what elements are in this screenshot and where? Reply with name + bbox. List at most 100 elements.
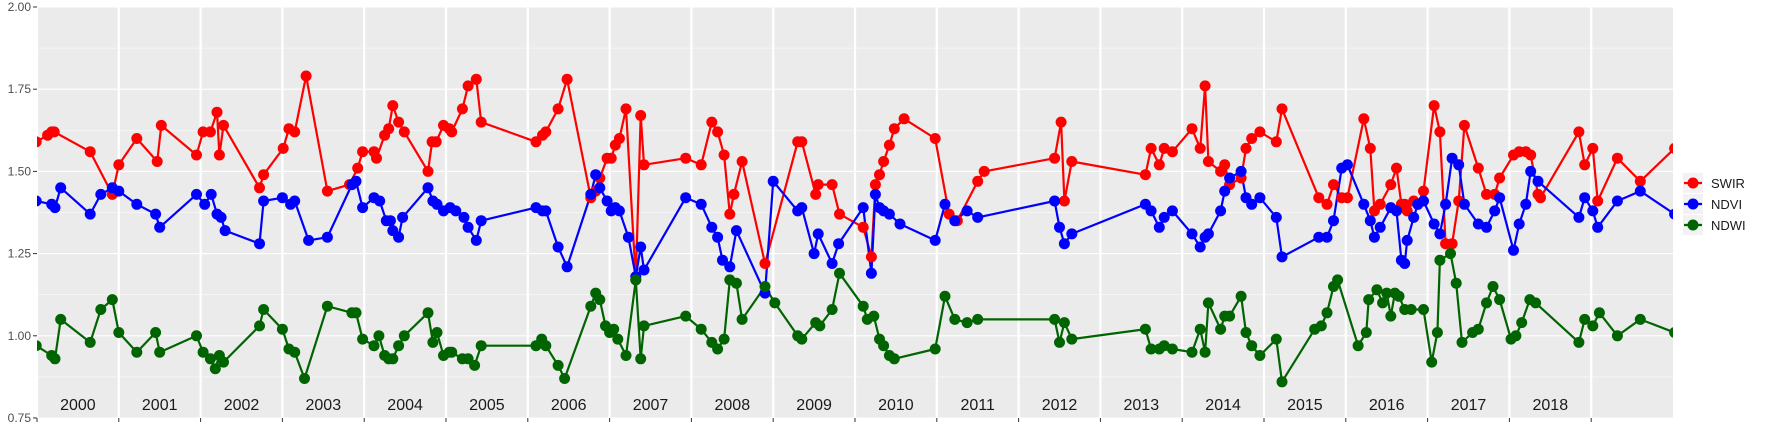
swir-data-point xyxy=(1494,172,1506,184)
ndwi-data-point xyxy=(209,363,221,375)
ndwi-data-point xyxy=(972,313,984,325)
ndwi-data-point xyxy=(1332,274,1344,286)
ndwi-data-point xyxy=(1487,281,1499,292)
ndvi-data-point xyxy=(384,215,396,227)
ndvi-data-point xyxy=(1513,218,1525,230)
swir-data-point xyxy=(561,73,573,85)
ndwi-data-point xyxy=(559,373,571,384)
ndvi-data-point xyxy=(767,175,779,187)
ndwi-data-point xyxy=(1202,297,1214,309)
swir-data-point xyxy=(1058,195,1070,207)
ndvi-data-point xyxy=(540,205,552,217)
ndvi-data-point xyxy=(712,231,724,243)
swir-data-point xyxy=(456,103,468,115)
ndvi-data-point xyxy=(1270,211,1282,223)
ndvi-data-point xyxy=(470,234,482,246)
swir-data-point xyxy=(258,169,270,181)
ndwi-data-point xyxy=(857,300,869,312)
ndvi-data-point xyxy=(397,211,409,223)
ndwi-data-point xyxy=(1352,340,1364,352)
swir-data-point xyxy=(1374,198,1386,210)
ndwi-data-point xyxy=(712,343,724,355)
swir-legend-label: SWIR xyxy=(1711,176,1745,191)
swir-data-point xyxy=(635,110,647,121)
ndvi-data-point xyxy=(1525,165,1537,177)
ndwi-data-point xyxy=(55,313,67,325)
ndvi-data-point xyxy=(1634,185,1646,197)
ndvi-data-point xyxy=(215,211,227,223)
ndvi-data-point xyxy=(450,205,462,217)
ndwi-data-point xyxy=(878,340,890,352)
ndwi-data-point xyxy=(929,343,941,355)
swir-data-point xyxy=(759,258,771,269)
ndwi-data-point xyxy=(1593,307,1605,319)
ndvi-data-point xyxy=(350,175,362,187)
swir-data-point xyxy=(1341,192,1353,204)
ndwi-data-point xyxy=(422,307,434,319)
ndvi-data-point xyxy=(939,198,951,210)
ndvi-data-point xyxy=(833,238,845,250)
ndvi-data-point xyxy=(613,205,625,217)
swir-data-point xyxy=(1246,133,1258,144)
ndvi-data-point xyxy=(357,202,369,214)
ndvi-data-point xyxy=(1224,172,1236,184)
ndvi-data-point xyxy=(1219,185,1231,197)
ndvi-data-point xyxy=(561,261,573,273)
ndvi-data-point xyxy=(601,195,613,207)
y-tick-label: 1.00 xyxy=(8,329,32,343)
ndwi-data-point xyxy=(1054,336,1065,348)
ndvi-data-point xyxy=(1611,195,1623,207)
swir-data-point xyxy=(1254,126,1266,138)
ndwi-data-point xyxy=(398,330,410,342)
year-label: 2010 xyxy=(878,397,914,414)
ndwi-data-point xyxy=(638,320,650,332)
ndvi-data-point xyxy=(475,215,487,227)
ndvi-data-point xyxy=(638,264,650,276)
year-label: 2016 xyxy=(1369,397,1405,414)
ndwi-data-point xyxy=(299,373,310,384)
ndwi-data-point xyxy=(736,313,748,325)
swir-data-point xyxy=(462,80,474,92)
ndvi-data-point xyxy=(205,188,217,200)
swir-data-point xyxy=(254,182,265,194)
swir-data-point xyxy=(1446,238,1458,250)
year-label: 2008 xyxy=(715,397,751,414)
ndwi-data-point xyxy=(1215,323,1227,335)
ndvi-data-point xyxy=(1418,195,1429,207)
ndwi-data-point xyxy=(150,327,162,338)
ndwi-data-point xyxy=(630,274,642,286)
swir-data-point xyxy=(398,126,410,138)
swir-data-point xyxy=(869,179,881,191)
ndvi-data-point xyxy=(219,225,231,237)
ndwi-data-point xyxy=(1717,311,1728,322)
ndvi-data-point xyxy=(422,182,434,194)
ndwi-data-point xyxy=(826,304,838,315)
ndvi-data-point xyxy=(1145,205,1157,217)
ndwi-data-point xyxy=(1510,330,1522,342)
ndvi-data-point xyxy=(812,228,824,240)
year-label: 2004 xyxy=(387,397,423,414)
ndvi-data-point xyxy=(1401,234,1413,246)
ndvi-data-point xyxy=(730,225,742,237)
ndvi-data-point xyxy=(1358,198,1370,210)
year-label: 2012 xyxy=(1042,397,1078,414)
ndvi-data-point xyxy=(191,188,202,200)
ndwi-data-point xyxy=(1723,307,1734,318)
swir-data-point xyxy=(357,146,369,158)
ndwi-data-point xyxy=(393,340,405,352)
ndvi-data-point xyxy=(635,241,647,253)
swir-data-point xyxy=(371,152,382,164)
ndwi-data-point xyxy=(796,333,808,345)
ndwi-data-point xyxy=(1235,290,1247,302)
ndwi-data-point xyxy=(1371,284,1383,296)
swir-data-point xyxy=(475,116,487,128)
ndvi-data-point xyxy=(552,241,564,253)
ndvi-data-point xyxy=(590,169,602,181)
ndvi-data-point xyxy=(826,258,838,269)
swir-data-point xyxy=(213,149,225,161)
ndwi-legend-label: NDWI xyxy=(1711,218,1746,233)
swir-data-point xyxy=(695,159,707,171)
ndvi-data-point xyxy=(1453,159,1465,171)
swir-data-point xyxy=(898,113,910,125)
ndwi-data-point xyxy=(1472,323,1484,335)
